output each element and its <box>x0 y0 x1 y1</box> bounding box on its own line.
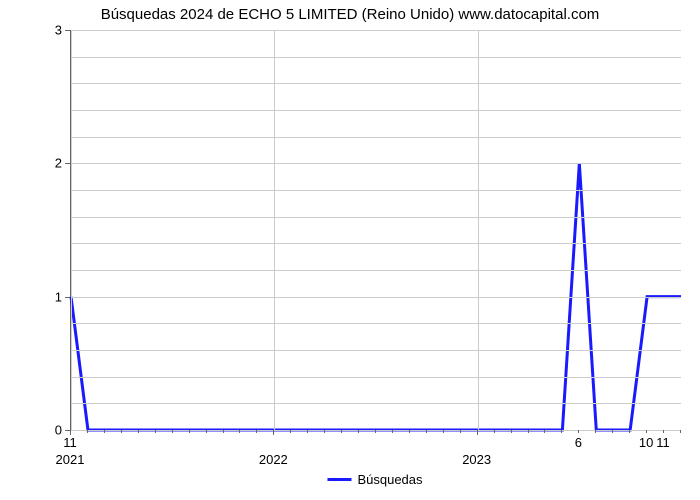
grid-line-h <box>71 137 681 138</box>
legend: Búsquedas <box>327 472 422 487</box>
grid-line-h <box>71 190 681 191</box>
grid-line-v <box>478 30 479 430</box>
x-minor-tick <box>223 430 224 433</box>
x-tick-label-year: 2022 <box>259 452 288 467</box>
x-minor-tick <box>358 430 359 433</box>
y-tick-label: 0 <box>42 423 62 438</box>
x-tick-label-month: 10 <box>639 435 653 450</box>
x-minor-tick <box>663 430 664 433</box>
x-minor-tick <box>70 430 71 433</box>
x-tick-label-month: 6 <box>575 435 582 450</box>
grid-line-h <box>71 297 681 298</box>
x-minor-tick <box>138 430 139 433</box>
grid-line-h <box>71 403 681 404</box>
x-minor-tick <box>87 430 88 433</box>
x-tick-label-year: 2023 <box>462 452 491 467</box>
plot-area <box>70 30 681 431</box>
x-minor-tick <box>680 430 681 433</box>
grid-line-h <box>71 243 681 244</box>
grid-line-v <box>71 30 72 430</box>
x-minor-tick <box>578 430 579 433</box>
x-minor-tick <box>239 430 240 433</box>
x-minor-tick <box>172 430 173 433</box>
grid-line-h <box>71 163 681 164</box>
x-minor-tick <box>477 430 478 433</box>
y-tick-label: 1 <box>42 289 62 304</box>
y-tick-mark <box>65 297 70 298</box>
x-minor-tick <box>307 430 308 433</box>
x-minor-tick <box>561 430 562 433</box>
x-tick-label-month: 11 <box>63 435 77 450</box>
grid-line-h <box>71 83 681 84</box>
x-minor-tick <box>528 430 529 433</box>
x-minor-tick <box>544 430 545 433</box>
x-minor-tick <box>121 430 122 433</box>
grid-line-h <box>71 377 681 378</box>
grid-line-h <box>71 57 681 58</box>
grid-line-h <box>71 30 681 31</box>
grid-line-h <box>71 350 681 351</box>
x-minor-tick <box>324 430 325 433</box>
x-minor-tick <box>443 430 444 433</box>
x-minor-tick <box>494 430 495 433</box>
x-minor-tick <box>460 430 461 433</box>
grid-line-h <box>71 323 681 324</box>
x-minor-tick <box>206 430 207 433</box>
x-minor-tick <box>646 430 647 433</box>
x-minor-tick <box>341 430 342 433</box>
x-minor-tick <box>273 430 274 433</box>
x-minor-tick <box>375 430 376 433</box>
chart-title: Búsquedas 2024 de ECHO 5 LIMITED (Reino … <box>0 6 700 23</box>
x-minor-tick <box>256 430 257 433</box>
y-tick-label: 3 <box>42 23 62 38</box>
x-minor-tick <box>155 430 156 433</box>
x-minor-tick <box>409 430 410 433</box>
legend-label: Búsquedas <box>357 472 422 487</box>
y-tick-label: 2 <box>42 156 62 171</box>
x-minor-tick <box>426 430 427 433</box>
x-minor-tick <box>189 430 190 433</box>
x-minor-tick <box>392 430 393 433</box>
x-minor-tick <box>290 430 291 433</box>
legend-swatch <box>327 478 351 481</box>
x-minor-tick <box>595 430 596 433</box>
x-tick-label-month: 11 <box>656 435 670 450</box>
grid-line-h <box>71 430 681 431</box>
y-tick-mark <box>65 163 70 164</box>
x-tick-label-year: 2021 <box>56 452 85 467</box>
y-tick-mark <box>65 30 70 31</box>
grid-line-h <box>71 270 681 271</box>
grid-line-h <box>71 110 681 111</box>
x-minor-tick <box>511 430 512 433</box>
x-minor-tick <box>629 430 630 433</box>
grid-line-v <box>274 30 275 430</box>
x-minor-tick <box>612 430 613 433</box>
grid-line-h <box>71 217 681 218</box>
line-chart-svg <box>71 30 681 430</box>
x-minor-tick <box>104 430 105 433</box>
